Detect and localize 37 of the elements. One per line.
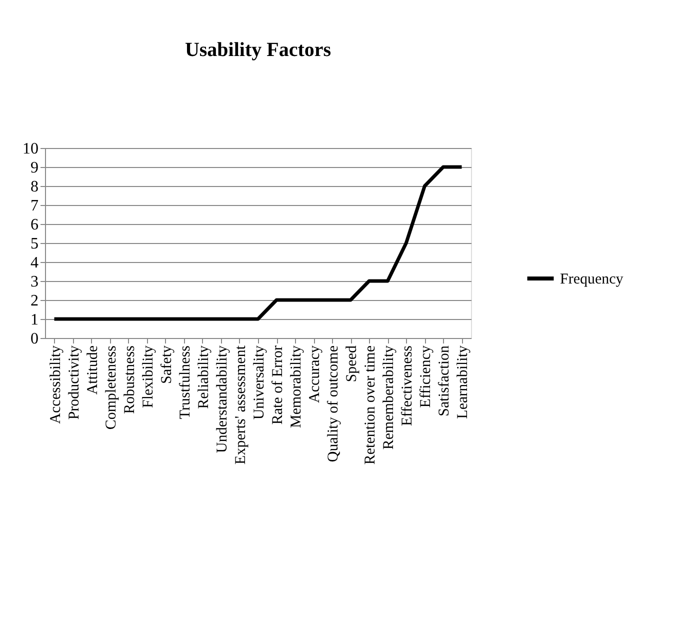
x-tick-label: Accuracy: [307, 345, 324, 403]
x-tick-label: Reliability: [196, 345, 212, 409]
x-tick-label: Trustfulness: [177, 345, 194, 420]
x-tick-label: Accessibility: [48, 345, 64, 424]
line-series: [52, 165, 464, 321]
y-tick-label: 4: [30, 254, 38, 272]
legend-label: Frequency: [560, 272, 624, 288]
x-tick-label: Understandability: [214, 345, 230, 453]
y-tick-label: 7: [30, 198, 38, 214]
x-tick-label: Safety: [158, 345, 175, 384]
x-tick-label: Robustness: [122, 345, 138, 414]
y-tick-label: 6: [30, 216, 38, 234]
x-tick-label: Satisfaction: [436, 345, 453, 416]
y-tick-label: 9: [30, 160, 38, 176]
x-tick-label: Quality of outcome: [326, 345, 342, 462]
x-tick-label: Flexibility: [140, 345, 156, 408]
y-tick-label: 0: [30, 330, 38, 348]
x-tick-label: Effectiveness: [400, 345, 416, 426]
y-tick-label: 3: [30, 274, 38, 290]
x-tick-label: Attitude: [84, 345, 101, 395]
y-tick-label: 5: [30, 236, 38, 252]
x-tick-label: Memorability: [288, 345, 305, 428]
y-tick-label: 1: [30, 312, 38, 328]
y-tick-label: 8: [30, 178, 38, 196]
x-tick-label: Universality: [252, 345, 268, 420]
x-tick-label: Completeness: [103, 345, 120, 430]
x-tick-label: Learnability: [455, 345, 472, 419]
x-tick-label: Productivity: [66, 345, 82, 420]
y-tick-label: 10: [22, 140, 38, 158]
x-tick-label: Speed: [344, 345, 360, 382]
x-tick-label: Rememberability: [381, 345, 398, 450]
x-tick-label: Experts' assessment: [232, 344, 249, 464]
x-tick-label: Retention over time: [362, 345, 379, 465]
y-tick-label: 2: [30, 292, 38, 310]
x-tick-label: Rate of Error: [270, 346, 286, 425]
x-tick-label: Efficiency: [418, 345, 434, 408]
chart-title: Usability Factors: [184, 39, 332, 61]
